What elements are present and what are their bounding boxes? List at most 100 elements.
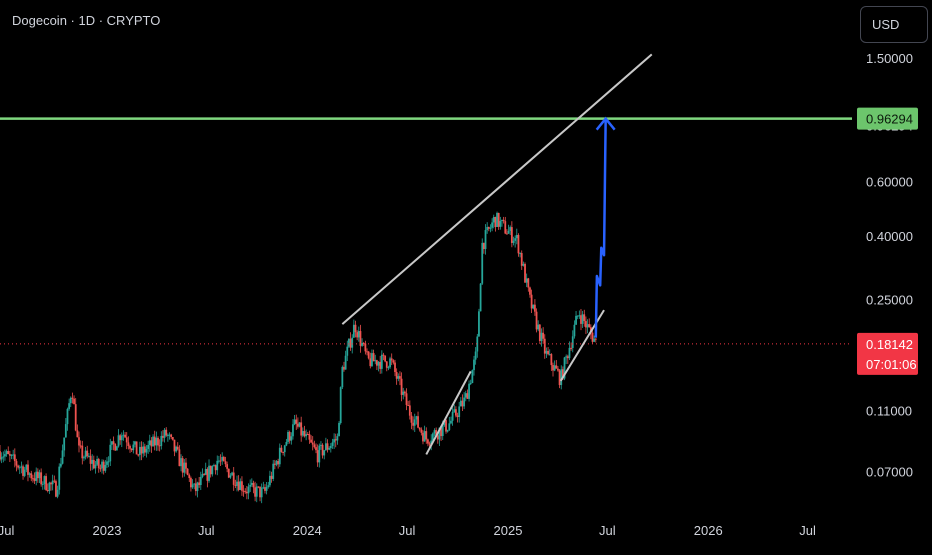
candle — [348, 338, 350, 348]
candle-body — [255, 486, 258, 497]
candle-body — [305, 434, 308, 437]
candle — [188, 473, 191, 483]
candle-body — [366, 351, 368, 353]
candle-body — [331, 442, 334, 446]
candle-body — [5, 451, 8, 455]
candle-body — [236, 481, 238, 486]
candle — [395, 368, 398, 385]
candle-body — [548, 354, 551, 356]
candle-body — [165, 429, 168, 436]
candle — [321, 443, 324, 459]
candle — [208, 459, 210, 483]
candle-body — [504, 221, 507, 234]
candle-body — [403, 391, 406, 394]
candle — [86, 445, 89, 459]
candle-body — [129, 445, 131, 449]
candle — [10, 454, 13, 460]
candle — [473, 355, 475, 376]
candle-body — [234, 484, 237, 486]
projection-arrow[interactable] — [594, 118, 607, 338]
candle — [459, 397, 462, 407]
candle — [512, 236, 515, 246]
candle-body — [38, 472, 41, 479]
candle-body — [464, 393, 467, 398]
candle-body — [114, 443, 117, 451]
candle-body — [454, 409, 457, 416]
candle — [380, 350, 383, 374]
candle — [318, 443, 321, 468]
candle — [63, 437, 66, 457]
candle-body — [580, 315, 582, 324]
candle — [247, 483, 250, 500]
candle — [379, 355, 382, 374]
candle — [278, 443, 281, 467]
candle-body — [198, 482, 201, 486]
candle — [91, 454, 94, 471]
candle-body — [203, 474, 205, 476]
candle — [548, 349, 551, 356]
candle — [545, 347, 548, 359]
candle — [79, 440, 82, 449]
candle-body — [150, 440, 153, 447]
candle — [250, 478, 253, 487]
candle — [570, 342, 573, 351]
candle — [367, 350, 370, 360]
candle — [166, 433, 169, 442]
candle — [222, 455, 225, 462]
candle-body — [298, 422, 301, 427]
candle-body — [83, 457, 85, 459]
candle-body — [522, 263, 525, 266]
candle-body — [206, 468, 209, 481]
candle-body — [43, 476, 46, 484]
candle — [232, 467, 235, 491]
candle — [538, 323, 541, 344]
candle — [264, 484, 266, 494]
rising-resistance-line[interactable] — [341, 53, 653, 325]
candle-body — [361, 343, 363, 346]
candle-body — [321, 444, 324, 456]
candle — [45, 473, 47, 492]
candle-body — [525, 278, 528, 283]
candle — [384, 355, 387, 363]
candle-body — [573, 324, 576, 337]
candle — [316, 444, 319, 467]
candle-body — [586, 324, 589, 328]
candle-body — [224, 461, 227, 465]
candle — [403, 390, 406, 397]
candle — [40, 468, 43, 487]
candle — [534, 299, 536, 316]
candle-body — [308, 434, 311, 440]
candle-body — [209, 465, 212, 475]
candle-body — [510, 227, 513, 243]
candle-body — [547, 350, 549, 355]
candle — [130, 448, 133, 453]
candle-body — [69, 397, 72, 404]
candle-body — [15, 461, 18, 466]
time-axis[interactable]: Jul 2023 Jul 2024 Jul 2025 Jul 2026 Jul — [0, 523, 816, 538]
candle-body — [527, 278, 530, 288]
candle-body — [0, 457, 3, 460]
drawings-layer[interactable] — [0, 53, 852, 455]
candle — [135, 441, 138, 455]
candle — [134, 440, 136, 448]
support-line-2024[interactable] — [425, 370, 472, 455]
candle-body — [30, 473, 33, 479]
candle-body — [362, 343, 365, 345]
currency-button[interactable]: USD — [860, 6, 928, 43]
candle-body — [32, 478, 34, 480]
candle-body — [420, 429, 423, 433]
candle — [537, 320, 540, 332]
candle-body — [245, 491, 248, 494]
candle — [407, 400, 410, 406]
candle-body — [143, 446, 146, 453]
candle — [147, 440, 150, 454]
candle — [529, 286, 531, 298]
candle — [520, 250, 523, 270]
candle-body — [96, 458, 99, 465]
candle-body — [471, 370, 474, 384]
candle-body — [217, 460, 220, 462]
candle-body — [461, 400, 464, 407]
candle-body — [349, 338, 352, 348]
